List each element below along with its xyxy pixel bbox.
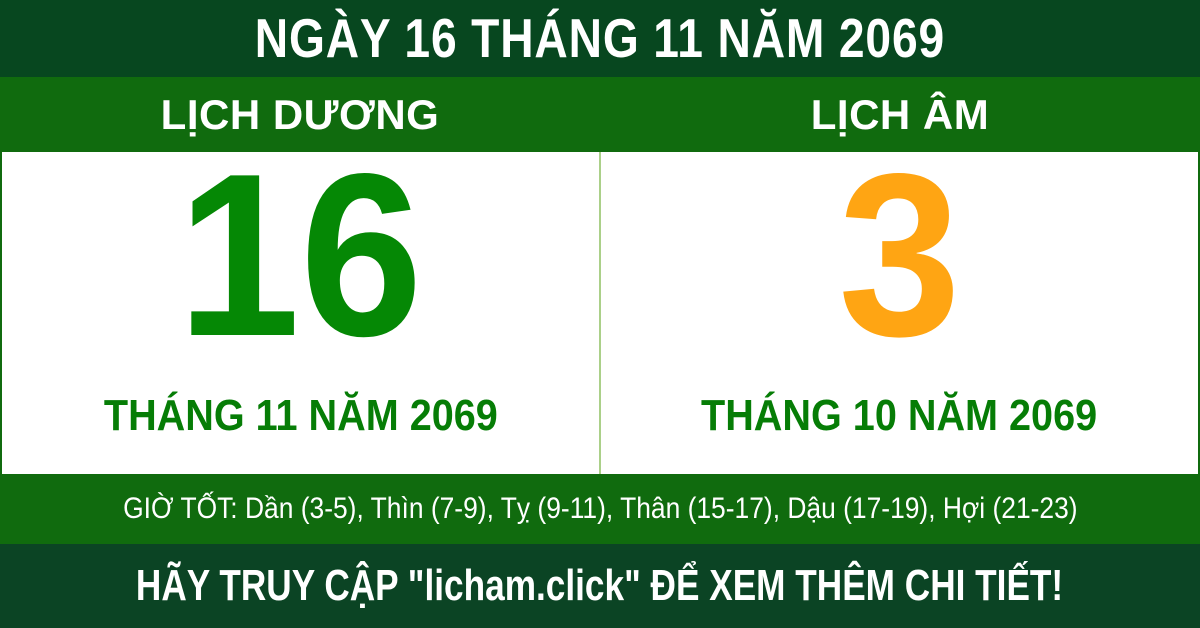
solar-calendar-label: LỊCH DƯƠNG xyxy=(0,77,600,152)
lunar-calendar-label: LỊCH ÂM xyxy=(600,77,1200,152)
calendar-labels-bar: LỊCH DƯƠNG LỊCH ÂM xyxy=(0,77,1200,152)
page-title-text: NGÀY 16 THÁNG 11 NĂM 2069 xyxy=(254,7,946,69)
good-hours-bar: GIỜ TỐT: Dần (3-5), Thìn (7-9), Tỵ (9-11… xyxy=(0,474,1200,544)
solar-day-number: 16 xyxy=(177,126,424,385)
lunar-month-year: THÁNG 10 NĂM 2069 xyxy=(679,394,1119,438)
header: NGÀY 16 THÁNG 11 NĂM 2069 xyxy=(0,0,1200,77)
good-hours-text: GIỜ TỐT: Dần (3-5), Thìn (7-9), Tỵ (9-11… xyxy=(58,494,1143,524)
panel-divider xyxy=(599,152,601,474)
footer-cta-text-inner: HÃY TRUY CẬP "licham.click" ĐỂ XEM THÊM … xyxy=(136,561,1064,610)
lunar-panel: 3 THÁNG 10 NĂM 2069 xyxy=(601,140,1198,474)
solar-month-year-text: THÁNG 11 NĂM 2069 xyxy=(103,391,498,440)
footer-bar: HÃY TRUY CẬP "licham.click" ĐỂ XEM THÊM … xyxy=(0,544,1200,628)
lunar-month-year-text: THÁNG 10 NĂM 2069 xyxy=(701,391,1098,440)
solar-panel: 16 THÁNG 11 NĂM 2069 xyxy=(2,140,599,474)
lunar-day-number: 3 xyxy=(838,126,961,385)
footer-cta-text: HÃY TRUY CẬP "licham.click" ĐỂ XEM THÊM … xyxy=(20,564,1179,608)
calendar-panels: 16 THÁNG 11 NĂM 2069 3 THÁNG 10 NĂM 2069 xyxy=(0,140,1200,474)
good-hours-text-inner: GIỜ TỐT: Dần (3-5), Thìn (7-9), Tỵ (9-11… xyxy=(122,492,1078,525)
solar-month-year: THÁNG 11 NĂM 2069 xyxy=(82,394,520,438)
lunar-calendar-label-text: LỊCH ÂM xyxy=(810,90,990,138)
solar-calendar-label-text: LỊCH DƯƠNG xyxy=(160,90,440,138)
page-title: NGÀY 16 THÁNG 11 NĂM 2069 xyxy=(189,11,1011,66)
